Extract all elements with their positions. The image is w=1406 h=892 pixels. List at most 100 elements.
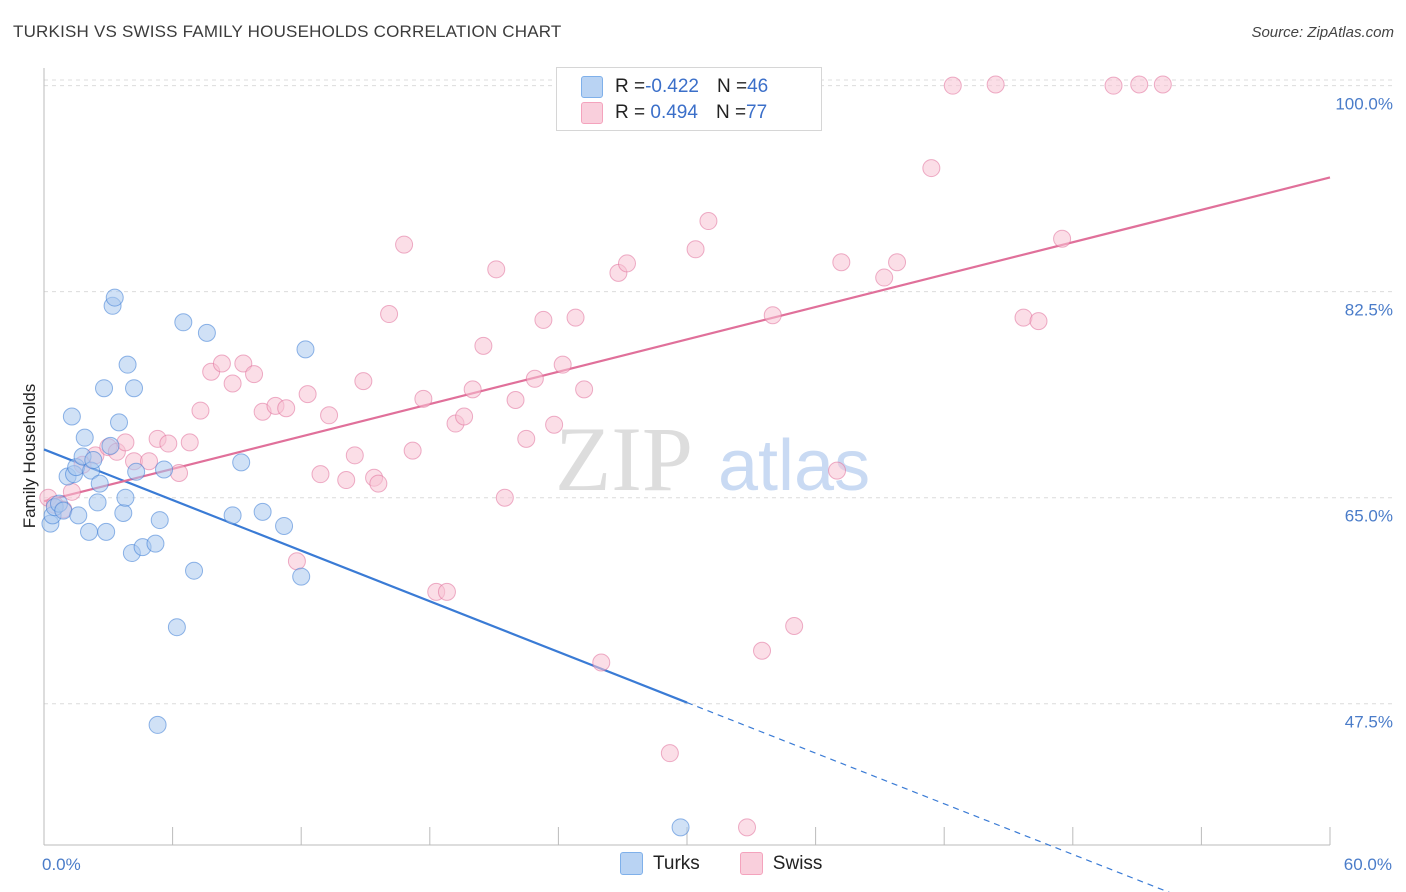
data-point-swiss (414, 389, 433, 408)
data-point-turks (148, 715, 167, 734)
turks-legend-label: Turks (653, 852, 700, 874)
y-tick-label: 100.0% (1335, 95, 1393, 114)
legend-swiss-n-value: 77 (746, 102, 768, 123)
data-point-turks (253, 502, 272, 521)
data-point-swiss (463, 380, 482, 399)
data-point-turks (671, 818, 690, 837)
data-point-turks (75, 428, 94, 447)
data-point-turks (185, 561, 204, 580)
data-point-turks (95, 379, 114, 398)
data-point-swiss (699, 212, 718, 231)
data-point-swiss (62, 482, 81, 501)
data-point-swiss (298, 385, 317, 404)
data-point-swiss (1104, 76, 1123, 95)
data-point-swiss (311, 465, 330, 484)
data-point-swiss (116, 433, 135, 452)
y-tick-label: 65.0% (1345, 507, 1393, 526)
data-point-turks (223, 506, 242, 525)
series-legend: Turks Swiss (620, 852, 862, 875)
data-point-turks (125, 379, 144, 398)
data-point-swiss (566, 308, 585, 327)
swiss-swatch (581, 102, 603, 124)
data-point-swiss (517, 429, 536, 448)
data-point-swiss (922, 159, 941, 178)
data-point-turks (114, 504, 133, 523)
data-point-swiss (575, 380, 594, 399)
data-point-swiss (986, 75, 1005, 94)
axes (43, 68, 1331, 846)
x-tick-label: 60.0% (1344, 855, 1392, 874)
watermark-atlas: atlas (718, 426, 870, 506)
data-point-swiss (369, 474, 388, 493)
correlation-legend: R = -0.422 N = 46 R = 0.494 N = 77 (556, 67, 822, 131)
data-point-turks (80, 522, 99, 541)
legend-swiss-r-value: 0.494 (645, 102, 698, 123)
data-point-swiss (545, 415, 564, 434)
data-point-turks (127, 462, 146, 481)
legend-swiss-r-label: R = (615, 102, 646, 123)
data-point-swiss (785, 617, 804, 636)
data-point-swiss (617, 254, 636, 273)
data-point-turks (54, 501, 73, 520)
data-point-swiss (487, 260, 506, 279)
series-swiss (39, 75, 1172, 837)
swiss-legend-label: Swiss (772, 852, 823, 874)
data-point-turks (296, 340, 315, 359)
data-point-swiss (245, 365, 264, 384)
turks-legend-swatch (620, 852, 643, 875)
source-credit: Source: ZipAtlas.com (1251, 24, 1394, 41)
data-point-swiss (1014, 308, 1033, 327)
data-point-turks (105, 288, 124, 307)
data-point-turks (275, 516, 294, 535)
data-point-turks (292, 567, 311, 586)
y-axis-label: Family Households (20, 384, 39, 529)
legend-turks-r-value: -0.422 (645, 76, 699, 97)
legend-turks-n-value: 46 (747, 76, 769, 97)
data-point-turks (97, 522, 116, 541)
data-point-turks (110, 413, 129, 432)
data-point-swiss (474, 336, 493, 355)
data-point-swiss (223, 374, 242, 393)
data-point-turks (69, 506, 88, 525)
data-point-swiss (686, 240, 705, 259)
data-point-turks (88, 493, 107, 512)
data-point-swiss (320, 406, 339, 425)
data-point-swiss (753, 641, 772, 660)
data-point-swiss (875, 268, 894, 287)
data-point-swiss (180, 433, 199, 452)
legend-item-turks[interactable]: Turks (620, 852, 700, 875)
y-tick-label: 47.5% (1345, 713, 1393, 732)
data-point-turks (197, 323, 216, 342)
data-point-swiss (1153, 75, 1172, 94)
legend-item-swiss[interactable]: Swiss (739, 852, 823, 875)
legend-row-swiss: R = 0.494 N = 77 (581, 101, 767, 125)
data-point-turks (146, 534, 165, 553)
data-point-swiss (277, 399, 296, 418)
data-point-swiss (191, 401, 210, 420)
data-point-swiss (592, 653, 611, 672)
data-point-swiss (832, 253, 851, 272)
data-point-swiss (159, 434, 178, 453)
data-point-swiss (212, 354, 231, 373)
data-points (39, 75, 1172, 837)
trend-line-swiss (43, 176, 1331, 503)
data-point-swiss (345, 446, 364, 465)
data-point-swiss (234, 354, 253, 373)
data-point-turks (174, 313, 193, 332)
chart-title: TURKISH VS SWISS FAMILY HOUSEHOLDS CORRE… (13, 22, 562, 41)
data-point-swiss (660, 744, 679, 763)
legend-turks-r-label: R = (615, 76, 646, 97)
data-point-swiss (395, 235, 414, 254)
legend-swiss-n-label: N = (715, 102, 747, 123)
data-point-swiss (525, 369, 544, 388)
data-point-turks (90, 474, 109, 493)
data-point-turks (150, 511, 169, 530)
x-tick-labels: 0.0% 60.0% (42, 855, 1392, 874)
data-point-turks (232, 453, 251, 472)
data-point-swiss (140, 452, 159, 471)
data-point-turks (62, 407, 81, 426)
trend-line-turks (43, 448, 688, 704)
series-turks (41, 288, 690, 837)
data-point-swiss (763, 306, 782, 325)
